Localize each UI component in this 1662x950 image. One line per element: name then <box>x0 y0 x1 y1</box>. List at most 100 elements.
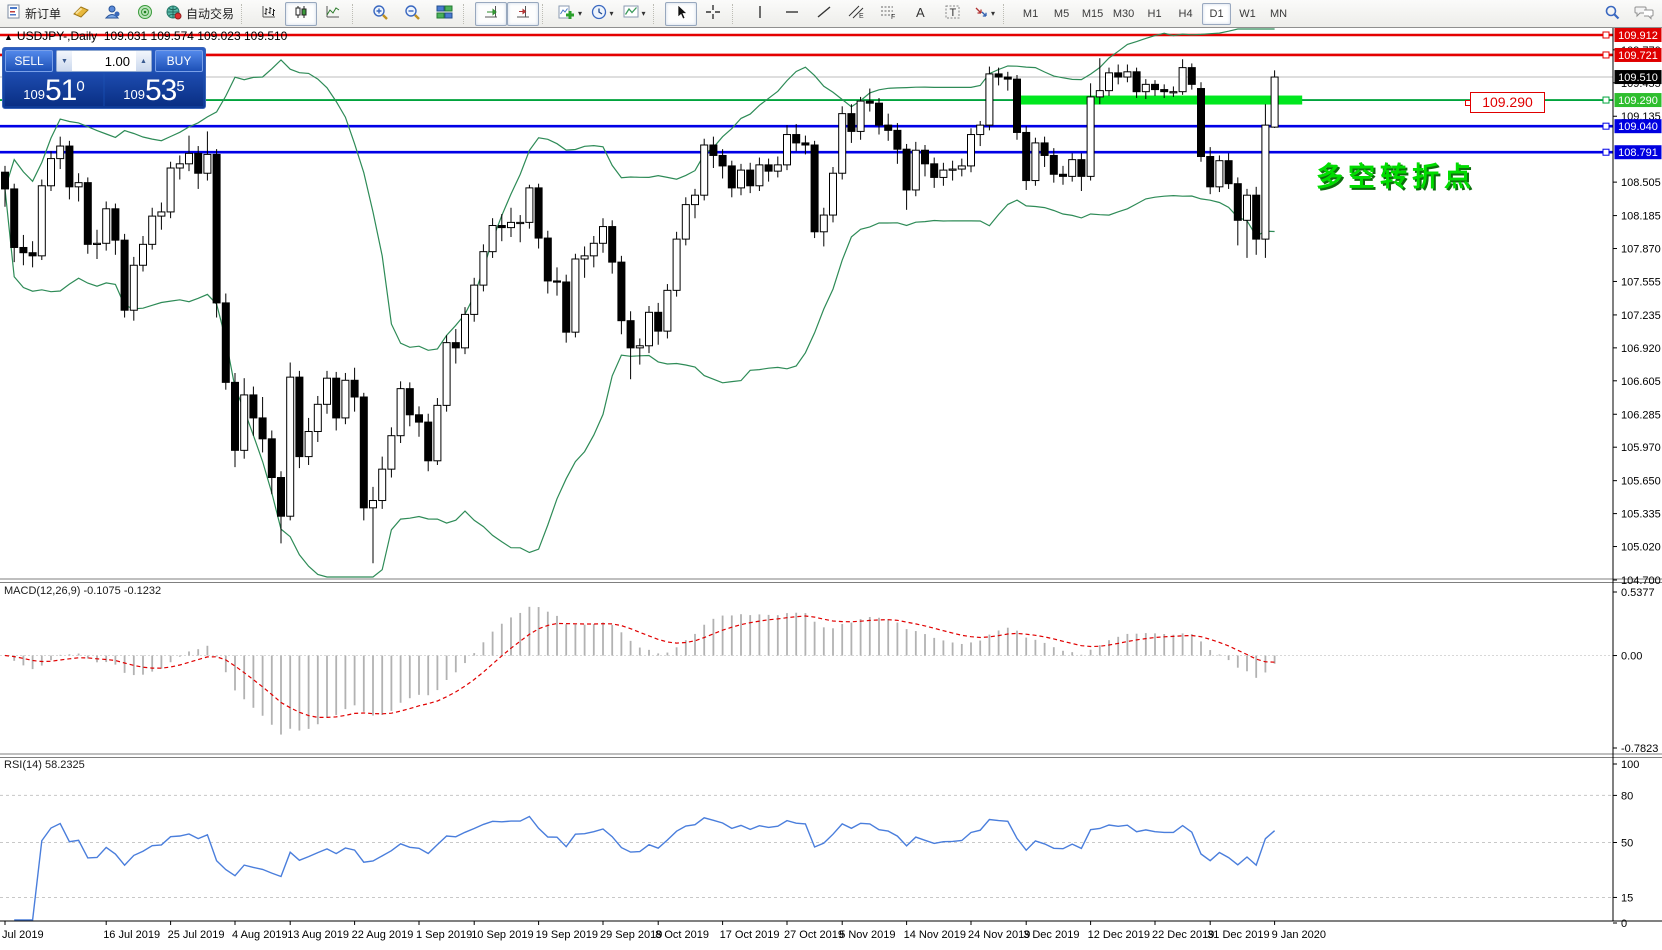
candlestick <box>1040 142 1049 156</box>
bollinger-lower-band <box>4 188 1275 578</box>
candlestick-chart-button[interactable] <box>285 1 318 26</box>
x-axis-date-label: 19 Sep 2019 <box>536 929 598 941</box>
candlestick <box>1197 88 1205 158</box>
periods-button[interactable]: ▾ <box>586 2 618 26</box>
trendline-tool-button[interactable] <box>808 2 840 26</box>
text-label-tool-button[interactable]: T <box>936 2 968 26</box>
timeframe-M1[interactable]: M1 <box>1022 7 1039 20</box>
candlestick <box>838 113 847 174</box>
toolbar-separator <box>653 3 661 24</box>
candlestick <box>1215 160 1224 188</box>
price-badge <box>1614 119 1662 134</box>
buy-price-display[interactable]: 109 53 5 <box>105 73 203 106</box>
timeframe-D1[interactable]: D1 <box>1202 2 1232 25</box>
price-level-label[interactable]: 109.290 <box>1465 92 1545 113</box>
chart-shift-button[interactable] <box>507 1 540 26</box>
bar-chart-button[interactable] <box>253 2 285 26</box>
candlestick <box>1233 183 1242 221</box>
horizontal-line-tool-button[interactable] <box>776 2 808 26</box>
x-axis-date-label: 25 Jul 2019 <box>168 929 225 941</box>
chart-text-annotation[interactable]: 多空转折点 <box>1316 162 1476 192</box>
timeframe-M30[interactable]: M30 <box>1112 7 1135 20</box>
candlestick <box>1 171 9 190</box>
candlestick <box>700 144 709 196</box>
candlestick <box>1105 72 1113 92</box>
tile-windows-button[interactable] <box>428 2 460 26</box>
candlestick <box>1224 160 1233 185</box>
autotrading-button[interactable]: 自动交易 <box>161 2 238 26</box>
candlestick <box>543 237 552 282</box>
timeframe-W1[interactable]: W1 <box>1239 7 1256 20</box>
equidistant-channel-icon: E <box>847 4 865 23</box>
volume-control: ▼ ▲ <box>56 50 152 72</box>
fibonacci-tool-button[interactable]: F <box>872 2 904 26</box>
candlestick <box>396 388 405 437</box>
buy-button[interactable]: BUY <box>155 50 203 72</box>
search-button[interactable] <box>1596 2 1628 26</box>
line-anchor-marker <box>1602 122 1610 130</box>
sell-price-display[interactable]: 109 51 0 <box>5 73 103 106</box>
fibonacci-icon: F <box>879 4 897 23</box>
candlestick <box>65 145 74 188</box>
line-anchor-marker <box>1602 31 1610 39</box>
line-chart-button[interactable] <box>317 2 349 26</box>
cursor-button[interactable] <box>665 1 698 26</box>
candlestick <box>856 100 865 132</box>
volume-down-button[interactable]: ▼ <box>57 51 72 71</box>
channel-tool-button[interactable]: E <box>840 2 872 26</box>
candlestick <box>359 396 368 509</box>
arrows-tool-button[interactable]: ▾ <box>968 2 1000 26</box>
timeframe-M5[interactable]: M5 <box>1053 7 1070 20</box>
candlestick <box>231 381 239 451</box>
volume-input[interactable] <box>72 51 136 71</box>
timeframe-H4[interactable]: H4 <box>1178 7 1193 20</box>
zoom-out-button[interactable] <box>396 2 428 26</box>
new-order-button[interactable]: 新订单 <box>2 2 65 26</box>
templates-button[interactable]: ▾ <box>618 2 650 26</box>
chart-canvas[interactable]: 109.770109.455109.135108.505108.185107.8… <box>0 28 1662 950</box>
x-axis-date-label: 1 Sep 2019 <box>416 929 472 941</box>
candlestick <box>1187 67 1196 85</box>
clock-icon <box>591 4 608 24</box>
indicators-button[interactable]: ▾ <box>554 2 586 26</box>
community-button[interactable] <box>97 2 129 26</box>
candlestick <box>19 246 28 254</box>
candlestick <box>461 313 469 349</box>
chat-button[interactable] <box>1628 2 1660 26</box>
candlestick <box>709 144 718 156</box>
candlestick <box>166 167 175 213</box>
crosshair-button[interactable] <box>697 2 729 26</box>
candlestick <box>313 403 322 433</box>
candlestick <box>1031 142 1040 182</box>
chart-window[interactable]: 109.770109.455109.135108.505108.185107.8… <box>0 28 1662 950</box>
candlestick <box>810 144 819 233</box>
auto-scroll-button[interactable] <box>475 1 508 26</box>
candlestick <box>1141 83 1150 93</box>
y-axis-tick-label: 108.505 <box>1621 177 1661 189</box>
volume-up-button[interactable]: ▲ <box>136 51 151 71</box>
vertical-line-tool-button[interactable] <box>744 2 776 26</box>
candlestick-icon <box>293 4 309 23</box>
horizontal-line-icon <box>784 6 800 21</box>
timeframe-MN[interactable]: MN <box>1269 7 1288 20</box>
text-label-icon: T <box>944 4 961 23</box>
price-badge <box>1614 93 1662 108</box>
timeframe-M15[interactable]: M15 <box>1081 7 1104 20</box>
arrows-icon <box>973 4 989 23</box>
signals-button[interactable] <box>129 2 161 26</box>
text-tool-button[interactable]: A <box>904 2 936 26</box>
price-badge <box>1614 47 1662 62</box>
y-axis-tick-label: 104.700 <box>1621 575 1661 587</box>
x-axis-date-label: 31 Dec 2019 <box>1207 929 1269 941</box>
price-badge-text: 108.791 <box>1618 147 1658 159</box>
zoom-in-button[interactable] <box>364 2 396 26</box>
candlestick <box>139 243 147 266</box>
svg-text:E: E <box>859 13 864 20</box>
sell-button[interactable]: SELL <box>5 50 53 72</box>
candlestick <box>829 172 837 216</box>
candlestick <box>93 242 101 245</box>
candlestick <box>221 302 230 383</box>
history-center-button[interactable] <box>65 2 97 26</box>
highlight-zone-green[interactable] <box>1013 95 1303 105</box>
timeframe-H1[interactable]: H1 <box>1147 7 1162 20</box>
